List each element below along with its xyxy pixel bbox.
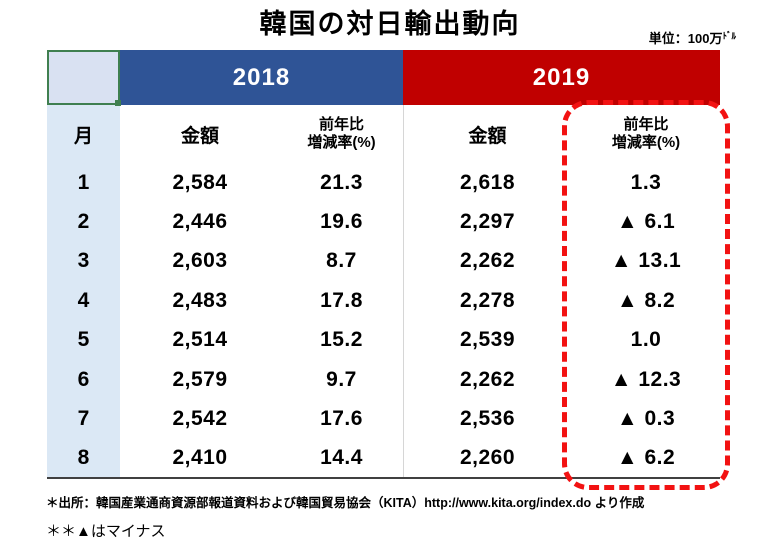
amount-2019-cell: 2,260 xyxy=(459,446,516,470)
rate-2018-header: 前年比 増減率(%) xyxy=(280,105,403,163)
unit-label-suffix: ﾄﾞﾙ xyxy=(722,31,736,41)
amount-2019-cell: 2,262 xyxy=(459,249,516,273)
month-cell: 7 xyxy=(47,399,120,439)
rate-2018-cell: 14.4 xyxy=(320,446,363,470)
rate-2018-cell: 9.7 xyxy=(326,367,357,391)
month-cell: 1 xyxy=(47,163,120,203)
minus-legend-footnote: ＊＊▲はマイナス xyxy=(46,523,166,540)
cell-fill-handle xyxy=(115,100,121,106)
month-cell: 8 xyxy=(47,438,120,479)
rate-2019-cell: ▲ 8.2 xyxy=(616,288,676,312)
corner-selected-cell xyxy=(47,50,121,106)
month-cell: 5 xyxy=(47,320,120,360)
amount-2019-header: 金額 xyxy=(468,125,507,147)
amount-2018-header: 金額 xyxy=(180,125,219,147)
year-2019-header: 2019 xyxy=(403,50,720,105)
amount-2018-cell: 2,579 xyxy=(172,367,228,391)
month-cell: 4 xyxy=(47,281,120,321)
rate-2019-cell: 1.3 xyxy=(630,170,662,194)
figure-title: 韓国の対日輸出動向 xyxy=(259,9,521,39)
rate-2018-cell: 19.6 xyxy=(320,210,363,234)
unit-label: 単位：100万ﾄﾞﾙ xyxy=(649,28,736,47)
month-cell: 6 xyxy=(47,359,120,400)
rate-2018-cell: 8.7 xyxy=(326,249,357,273)
month-cell: 2 xyxy=(47,202,120,242)
rate-2019-header: 前年比 増減率(%) xyxy=(572,105,720,163)
amount-2019-cell: 2,278 xyxy=(459,288,516,312)
rate-2018-header-line2: 増減率(%) xyxy=(307,134,376,151)
rate-2019-header-line1: 前年比 xyxy=(623,116,669,133)
table-bottom-rule xyxy=(47,477,720,479)
year-divider-line xyxy=(403,105,404,478)
amount-2018-cell: 2,514 xyxy=(172,328,228,352)
rate-2019-cell: ▲ 6.2 xyxy=(616,446,676,470)
rate-2018-cell: 15.2 xyxy=(320,328,363,352)
month-cell: 3 xyxy=(47,241,120,282)
month-column-header: 月 xyxy=(47,105,120,163)
amount-2018-cell: 2,542 xyxy=(172,407,228,431)
rate-2018-cell: 21.3 xyxy=(320,170,363,194)
rate-2019-cell: ▲ 6.1 xyxy=(616,210,676,234)
rate-2019-cell: ▲ 12.3 xyxy=(610,367,682,391)
amount-2018-cell: 2,446 xyxy=(172,210,228,234)
rate-2019-cell: ▲ 0.3 xyxy=(616,407,676,431)
amount-2019-cell: 2,262 xyxy=(459,367,516,391)
unit-label-prefix: 単位：100万 xyxy=(648,31,723,46)
rate-2018-header-line1: 前年比 xyxy=(318,116,364,133)
rate-2019-header-line2: 増減率(%) xyxy=(611,134,681,151)
rate-2018-cell: 17.8 xyxy=(320,288,363,312)
amount-2018-cell: 2,584 xyxy=(172,170,228,194)
amount-2018-cell: 2,410 xyxy=(172,446,228,470)
year-2018-header: 2018 xyxy=(120,50,403,105)
source-footnote: ＊出所：韓国産業通商資源部報道資料および韓国貿易協会（KITA）http://w… xyxy=(46,496,645,510)
amount-2019-cell: 2,539 xyxy=(459,328,516,352)
rate-2019-cell: ▲ 13.1 xyxy=(610,249,682,273)
rate-2018-cell: 17.6 xyxy=(320,407,363,431)
amount-2018-cell: 2,603 xyxy=(172,249,228,273)
amount-2019-cell: 2,297 xyxy=(459,210,516,234)
amount-2019-cell: 2,536 xyxy=(459,407,516,431)
rate-2019-cell: 1.0 xyxy=(630,328,662,352)
amount-2018-cell: 2,483 xyxy=(172,288,228,312)
export-table: 2018 2019 月 金額 前年比 増減率(%) 金額 前年比 増減率(%) … xyxy=(47,50,720,479)
amount-2019-cell: 2,618 xyxy=(459,170,516,194)
